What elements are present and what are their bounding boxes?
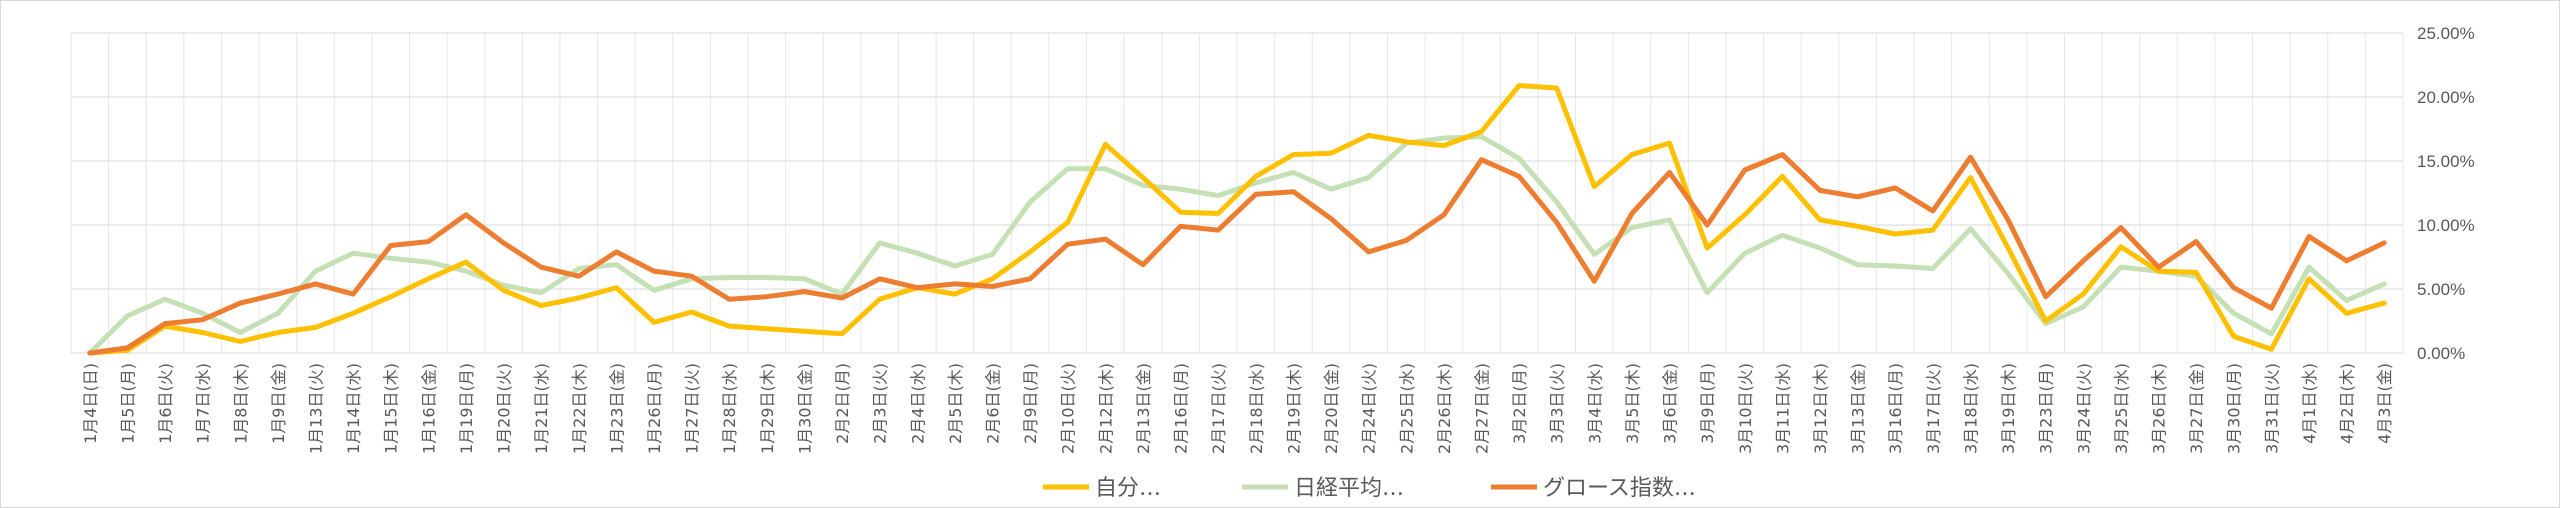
x-tick-label: 1月26日(月) (645, 363, 664, 454)
x-tick-label: 1月28日(水) (720, 363, 739, 454)
x-tick-label: 2月25日(水) (1397, 363, 1416, 454)
x-tick-label: 2月13日(金) (1134, 363, 1153, 454)
x-tick-label: 3月3日(火) (1548, 363, 1567, 444)
x-tick-label: 3月26日(木) (2150, 363, 2169, 454)
x-tick-label: 1月22日(木) (570, 363, 589, 454)
x-tick-label: 2月3日(火) (871, 363, 890, 444)
x-tick-label: 3月31日(火) (2262, 363, 2281, 454)
x-tick-label: 2月9日(月) (1021, 363, 1040, 444)
x-tick-label: 2月17日(火) (1209, 363, 1228, 454)
x-tick-label: 3月9日(月) (1698, 363, 1717, 444)
x-tick-label: 4月2日(木) (2338, 363, 2357, 444)
series-line-0 (87, 83, 2387, 356)
legend-label: 自分… (1095, 476, 1161, 501)
legend-label: 日経平均… (1294, 476, 1404, 501)
legend: 自分… 日経平均… グロース指数… (1043, 476, 1696, 501)
x-tick-label: 1月13日(火) (306, 363, 325, 454)
x-tick-label: 1月5日(月) (118, 363, 137, 444)
legend-label: グロース指数… (1543, 476, 1696, 501)
x-tick-label: 2月19日(木) (1284, 363, 1303, 454)
x-tick-label: 1月23日(金) (607, 363, 626, 454)
y-tick-label: 15.00% (2417, 152, 2475, 171)
x-tick-label: 1月29日(木) (758, 363, 777, 454)
x-tick-label: 1月4日(日) (81, 363, 100, 444)
y-tick-label: 5.00% (2417, 280, 2465, 299)
x-tick-label: 3月27日(金) (2187, 363, 2206, 454)
x-tick-label: 1月16日(金) (419, 363, 438, 454)
x-tick-label: 3月30日(月) (2225, 363, 2244, 454)
x-tick-label: 1月9日(金) (269, 363, 288, 444)
x-tick-label: 3月23日(月) (2037, 363, 2056, 454)
x-tick-label: 1月8日(木) (231, 363, 250, 444)
x-tick-label: 3月17日(火) (1924, 363, 1943, 454)
x-tick-label: 3月12日(木) (1811, 363, 1830, 454)
y-tick-label: 20.00% (2417, 88, 2475, 107)
x-tick-label: 3月10日(火) (1736, 363, 1755, 454)
x-axis-tick-labels: 1月4日(日) 1月5日(月) 1月6日(火) 1月7日(水) 1月8日(木) 1月9日(… (81, 363, 2394, 454)
x-tick-label: 3月4日(水) (1585, 363, 1604, 444)
y-tick-label: 10.00% (2417, 216, 2475, 235)
x-tick-label: 2月18日(水) (1247, 363, 1266, 454)
series-line-1 (87, 134, 2387, 356)
x-tick-label: 2月6日(金) (984, 363, 1003, 444)
x-tick-label: 1月14日(水) (344, 363, 363, 454)
x-tick-label: 3月16日(月) (1886, 363, 1905, 454)
x-tick-label: 1月6日(火) (156, 363, 175, 444)
x-tick-label: 2月27日(金) (1472, 363, 1491, 454)
x-tick-label: 3月19日(木) (1999, 363, 2018, 454)
x-tick-label: 1月7日(水) (194, 363, 213, 444)
x-tick-label: 2月2日(月) (833, 363, 852, 444)
y-tick-label: 25.00% (2417, 24, 2475, 43)
x-tick-label: 2月24日(火) (1360, 363, 1379, 454)
x-tick-label: 1月30日(金) (795, 363, 814, 454)
x-tick-label: 1月15日(木) (382, 363, 401, 454)
x-tick-label: 1月27日(火) (683, 363, 702, 454)
x-tick-label: 2月26日(木) (1435, 363, 1454, 454)
x-tick-label: 3月6日(金) (1661, 363, 1680, 444)
x-tick-label: 2月16日(月) (1172, 363, 1191, 454)
y-tick-label: 0.00% (2417, 344, 2465, 363)
x-tick-label: 3月18日(水) (1961, 363, 1980, 454)
x-tick-label: 2月10日(火) (1059, 363, 1078, 454)
x-tick-label: 2月12日(木) (1096, 363, 1115, 454)
y-axis-tick-labels: 0.00% 5.00% 10.00% 15.00% 20.00% 25.00% (2417, 24, 2475, 363)
x-tick-label: 2月4日(水) (908, 363, 927, 444)
x-tick-label: 1月19日(月) (457, 363, 476, 454)
gridlines (70, 32, 2404, 354)
x-tick-label: 1月21日(水) (532, 363, 551, 454)
series-lines (87, 83, 2387, 356)
x-tick-label: 4月3日(金) (2375, 363, 2394, 444)
series-line-2 (87, 152, 2387, 356)
x-tick-label: 3月13日(金) (1849, 363, 1868, 454)
x-tick-label: 3月5日(木) (1623, 363, 1642, 444)
x-tick-label: 4月1日(水) (2300, 363, 2319, 444)
x-tick-label: 2月5日(木) (946, 363, 965, 444)
x-tick-label: 3月25日(水) (2112, 363, 2131, 454)
x-tick-label: 3月11日(水) (1773, 363, 1792, 454)
x-tick-label: 3月24日(火) (2074, 363, 2093, 454)
x-tick-label: 2月20日(金) (1322, 363, 1341, 454)
x-tick-label: 1月20日(火) (495, 363, 514, 454)
x-tick-label: 3月2日(月) (1510, 363, 1529, 444)
